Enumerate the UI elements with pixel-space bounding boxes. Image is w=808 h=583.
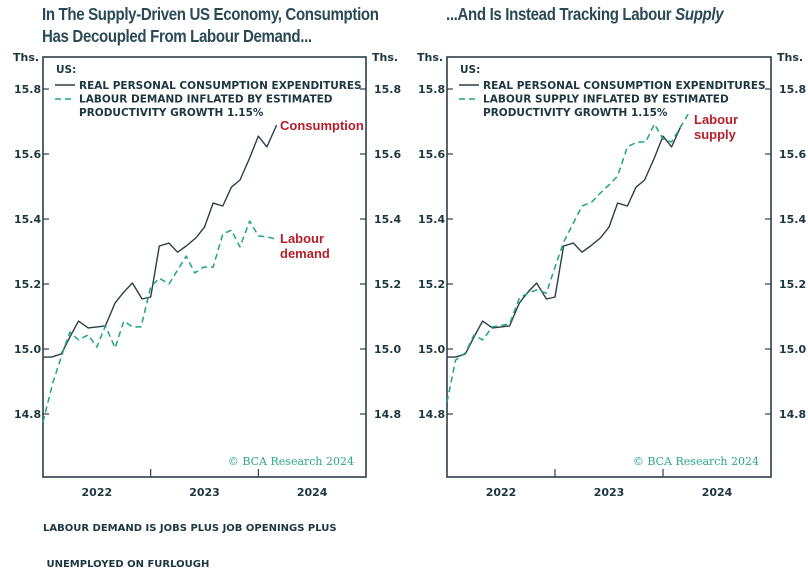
series-line-labour: [446, 112, 690, 403]
y-tick-label-left: 15.4: [418, 213, 445, 226]
y-tick-label-right: 14.8: [779, 408, 806, 421]
y-tick-label-right: 15.8: [374, 83, 401, 96]
plot-frame: [42, 56, 367, 478]
y-tick-label-left: 15.2: [418, 278, 445, 291]
y-tick-label-left: 15.2: [14, 278, 41, 291]
left-chart-title: In The Supply-Driven US Economy, Consump…: [42, 3, 379, 47]
legend-entry: REAL PERSONAL CONSUMPTION EXPENDITURES: [79, 80, 362, 92]
copyright-text: © BCA Research 2024: [228, 455, 354, 468]
legend-entry: LABOUR DEMAND INFLATED BY ESTIMATED: [79, 94, 333, 106]
series-line-consumption: [447, 124, 683, 358]
y-tick-label-left: 15.6: [418, 148, 445, 161]
annotation-labour: Labour: [280, 231, 324, 246]
y-tick-label-right: 15.6: [374, 148, 401, 161]
annotation-labour: Labour: [694, 112, 738, 127]
y-unit-left: Ths.: [417, 51, 443, 64]
y-unit-right: Ths.: [777, 51, 803, 64]
y-tick-label-left: 15.0: [14, 343, 41, 356]
annotation-consumption: Consumption: [280, 118, 364, 133]
charts-canvas: Ths. Ths. 14.8 14.8 15.0 15.0 15.2 15.2 15.4 15.4…: [13, 51, 806, 499]
x-tick-label: 2023: [594, 486, 625, 499]
x-tick-label: 2022: [82, 486, 113, 499]
annotation-labour: supply: [694, 127, 737, 142]
y-tick-label-right: 15.0: [779, 343, 806, 356]
x-tick-label: 2022: [486, 486, 517, 499]
y-tick-label-left: 14.8: [14, 408, 41, 421]
footnote: LABOUR DEMAND IS JOBS PLUS JOB OPENINGS …: [43, 499, 337, 583]
x-tick-label: 2024: [702, 486, 733, 499]
y-tick-label-right: 15.6: [779, 148, 806, 161]
y-tick-label-right: 14.8: [374, 408, 401, 421]
copyright-text: © BCA Research 2024: [633, 455, 759, 468]
y-tick-label-right: 15.0: [374, 343, 401, 356]
legend-header: US:: [56, 64, 76, 76]
legend-entry: PRODUCTIVITY GROWTH 1.15%: [483, 107, 668, 119]
y-unit-right: Ths.: [372, 51, 398, 64]
y-tick-label-right: 15.4: [374, 213, 401, 226]
y-tick-label-right: 15.2: [779, 278, 806, 291]
left-chart: Ths. Ths. 14.8 14.8 15.0 15.0 15.2 15.2 15.4 15.4…: [13, 51, 401, 499]
annotation-labour: demand: [280, 246, 330, 261]
y-tick-label-left: 15.8: [14, 83, 41, 96]
right-chart-title: ...And Is Instead Tracking Labour Supply: [446, 3, 724, 25]
y-unit-left: Ths.: [13, 51, 39, 64]
y-tick-label-right: 15.8: [779, 83, 806, 96]
footnote-line-2: UNEMPLOYED ON FURLOUGH: [43, 559, 210, 570]
x-tick-label: 2023: [189, 486, 220, 499]
legend-header: US:: [460, 64, 480, 76]
legend-entry: PRODUCTIVITY GROWTH 1.15%: [79, 107, 264, 119]
y-tick-label-left: 14.8: [418, 408, 445, 421]
right-title-italic: Supply: [675, 4, 724, 24]
plot-frame: [446, 56, 772, 478]
footnote-line-1: LABOUR DEMAND IS JOBS PLUS JOB OPENINGS …: [43, 523, 337, 534]
y-tick-label-right: 15.2: [374, 278, 401, 291]
y-tick-label-left: 15.6: [14, 148, 41, 161]
x-tick-label: 2024: [297, 486, 328, 499]
y-tick-label-left: 15.8: [418, 83, 445, 96]
y-tick-label-right: 15.4: [779, 213, 806, 226]
series-line-consumption: [43, 124, 278, 358]
left-title-line-2: Has Decoupled From Labour Demand...: [42, 26, 312, 46]
left-title-line-1: In The Supply-Driven US Economy, Consump…: [42, 4, 379, 24]
legend-entry: LABOUR SUPPLY INFLATED BY ESTIMATED: [483, 94, 729, 106]
series-line-labour: [42, 220, 277, 423]
right-chart: Ths. Ths. 14.8 14.8 15.0 15.0 15.2 15.2 15.4 15.4…: [417, 51, 806, 499]
right-title-plain: ...And Is Instead Tracking Labour: [446, 4, 676, 24]
y-tick-label-left: 15.4: [14, 213, 41, 226]
legend-entry: REAL PERSONAL CONSUMPTION EXPENDITURES: [483, 80, 766, 92]
y-tick-label-left: 15.0: [418, 343, 445, 356]
